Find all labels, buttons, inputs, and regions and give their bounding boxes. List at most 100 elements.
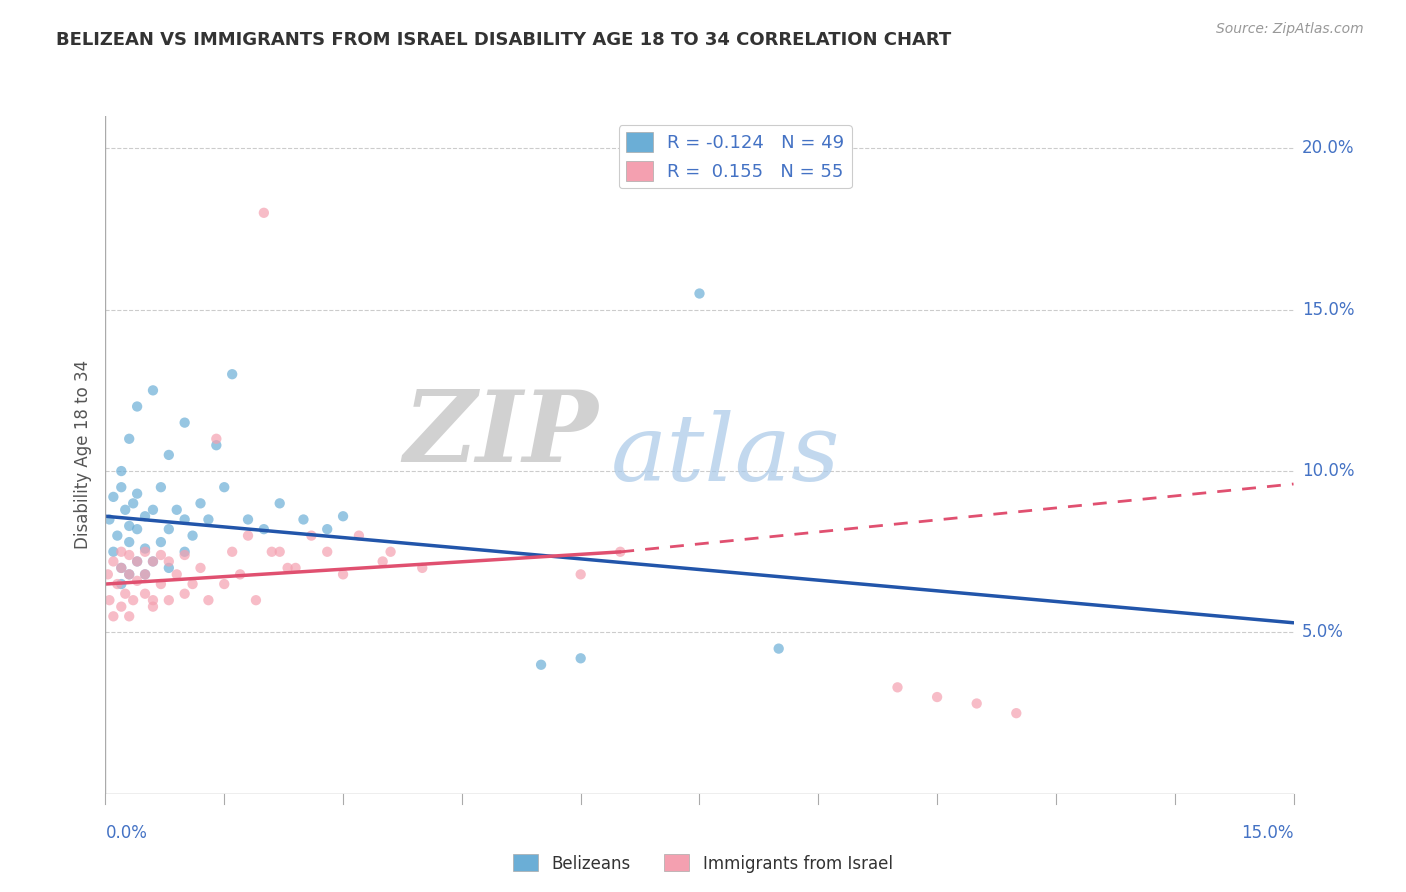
Point — [609, 545, 631, 559]
Text: Source: ZipAtlas.com: Source: ZipAtlas.com — [1216, 22, 1364, 37]
Point — [118, 535, 141, 549]
Point — [142, 599, 165, 614]
Point — [157, 554, 180, 568]
Point — [166, 567, 188, 582]
Point — [142, 554, 165, 568]
Point — [277, 561, 299, 575]
Point — [114, 587, 136, 601]
Point — [886, 681, 908, 695]
Text: 15.0%: 15.0% — [1302, 301, 1354, 318]
Legend: Belizeans, Immigrants from Israel: Belizeans, Immigrants from Israel — [506, 847, 900, 880]
Point — [197, 593, 219, 607]
Point — [245, 593, 267, 607]
Point — [284, 561, 307, 575]
Point — [127, 554, 149, 568]
Point — [105, 528, 128, 542]
Point — [118, 567, 141, 582]
Point — [190, 561, 212, 575]
Point — [236, 512, 259, 526]
Point — [142, 593, 165, 607]
Point — [110, 577, 132, 591]
Point — [127, 554, 149, 568]
Point — [214, 480, 236, 494]
Point — [157, 593, 180, 607]
Point — [110, 599, 132, 614]
Point — [173, 548, 195, 562]
Point — [221, 368, 243, 382]
Y-axis label: Disability Age 18 to 34: Disability Age 18 to 34 — [73, 360, 91, 549]
Text: BELIZEAN VS IMMIGRANTS FROM ISRAEL DISABILITY AGE 18 TO 34 CORRELATION CHART: BELIZEAN VS IMMIGRANTS FROM ISRAEL DISAB… — [56, 31, 952, 49]
Text: 0.0%: 0.0% — [105, 824, 148, 842]
Point — [127, 522, 149, 536]
Point — [149, 577, 172, 591]
Point — [142, 503, 165, 517]
Point — [269, 496, 291, 510]
Point — [110, 545, 132, 559]
Point — [142, 554, 165, 568]
Point — [173, 416, 195, 430]
Point — [197, 512, 219, 526]
Point — [411, 561, 433, 575]
Point — [110, 464, 132, 478]
Point — [110, 561, 132, 575]
Point — [253, 206, 276, 220]
Point — [105, 577, 128, 591]
Point — [103, 554, 125, 568]
Point — [157, 522, 180, 536]
Point — [173, 545, 195, 559]
Point — [110, 561, 132, 575]
Text: atlas: atlas — [610, 410, 839, 500]
Point — [118, 548, 141, 562]
Point — [134, 567, 156, 582]
Point — [253, 522, 276, 536]
Point — [190, 496, 212, 510]
Point — [98, 512, 121, 526]
Point — [118, 567, 141, 582]
Point — [316, 545, 339, 559]
Point — [260, 545, 283, 559]
Point — [127, 574, 149, 588]
Point — [569, 567, 592, 582]
Point — [214, 577, 236, 591]
Point — [236, 528, 259, 542]
Point — [157, 561, 180, 575]
Point — [380, 545, 402, 559]
Point — [221, 545, 243, 559]
Point — [122, 496, 145, 510]
Text: 10.0%: 10.0% — [1302, 462, 1354, 480]
Point — [97, 567, 120, 582]
Point — [157, 448, 180, 462]
Text: 20.0%: 20.0% — [1302, 139, 1354, 157]
Point — [181, 528, 204, 542]
Point — [118, 432, 141, 446]
Point — [98, 593, 121, 607]
Point — [142, 384, 165, 398]
Point — [530, 657, 553, 672]
Text: ZIP: ZIP — [404, 386, 599, 483]
Point — [134, 541, 156, 556]
Point — [299, 528, 322, 542]
Point — [332, 509, 354, 524]
Point — [205, 438, 228, 452]
Point — [149, 548, 172, 562]
Point — [118, 609, 141, 624]
Point — [966, 697, 988, 711]
Legend: R = -0.124   N = 49, R =  0.155   N = 55: R = -0.124 N = 49, R = 0.155 N = 55 — [619, 125, 852, 188]
Point — [127, 400, 149, 414]
Point — [205, 432, 228, 446]
Point — [347, 528, 370, 542]
Point — [103, 545, 125, 559]
Point — [768, 641, 790, 656]
Point — [110, 480, 132, 494]
Point — [114, 503, 136, 517]
Point — [181, 577, 204, 591]
Point — [103, 490, 125, 504]
Point — [149, 535, 172, 549]
Point — [371, 554, 394, 568]
Point — [134, 545, 156, 559]
Point — [173, 512, 195, 526]
Point — [229, 567, 252, 582]
Point — [316, 522, 339, 536]
Point — [1005, 706, 1028, 721]
Point — [292, 512, 315, 526]
